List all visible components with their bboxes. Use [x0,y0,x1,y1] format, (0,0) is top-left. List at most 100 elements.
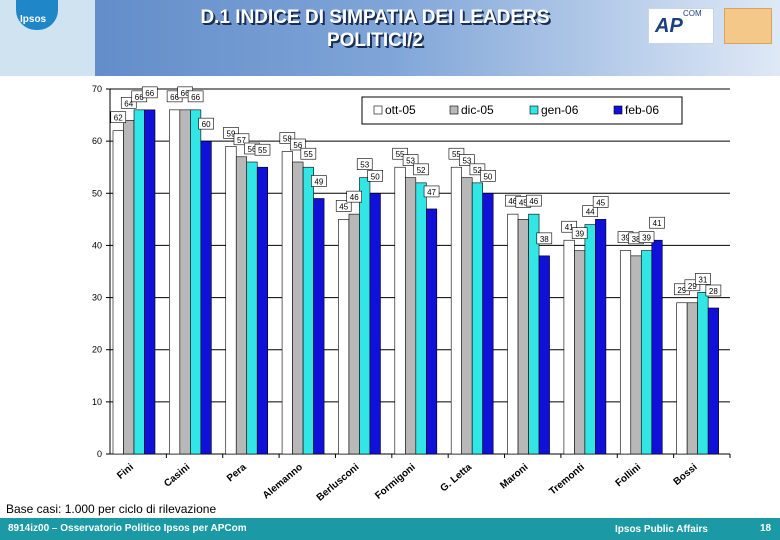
apcom-logo-main: AP [655,15,683,37]
legend-label: ott-05 [385,103,416,117]
data-label-box [649,216,665,229]
data-label-box [448,147,465,160]
bar [123,119,135,455]
data-label: 45 [596,198,605,207]
bar [133,109,145,455]
data-label: 53 [406,157,415,166]
data-label: 53 [360,161,369,170]
bar [686,302,698,455]
bar [697,292,709,455]
x-tick-label: Berlusconi [315,462,362,504]
data-label-box [110,111,127,124]
ipsos-logo [16,0,58,30]
base-note: Base casi: 1.000 per ciclo di rilevazion… [6,502,217,516]
data-label-box [695,273,711,285]
legend: ott-05 dic-05 gen-06 feb-06 [361,96,683,125]
y-tick-label: 0 [97,449,102,459]
ipsos-logo-text: Ipsos [20,14,47,25]
bar [507,213,519,455]
data-label-box [198,117,214,130]
data-label: 29 [688,282,697,291]
legend-label: dic-05 [461,103,494,117]
legend-swatch [529,105,539,115]
data-label: 39 [642,234,651,243]
apcom-logo-sup: COM [683,9,702,18]
bar [471,182,483,455]
bar [574,250,586,455]
bar [619,250,632,455]
bar [595,219,607,455]
footer-bar: 8914iz00 – Osservatorio Politico Ipsos p… [0,518,780,540]
data-label-box [402,154,419,166]
data-label: 66 [145,89,154,98]
bar [517,219,529,455]
bar [338,219,350,455]
bar [630,255,642,455]
data-label-box [356,158,373,170]
data-label: 49 [314,178,323,187]
data-label-box [300,147,317,160]
bar [450,166,462,455]
data-label-box [392,147,408,160]
data-label: 62 [114,114,123,123]
data-label: 66 [135,93,144,102]
legend-swatch [613,105,623,115]
data-label-box [141,86,158,99]
data-label: 45 [519,198,528,207]
data-label-box [525,194,542,207]
data-label: 38 [540,235,549,244]
partner-logo [724,8,772,44]
bar [415,182,427,455]
x-axis-labels: Fini Casini Pera Alemanno Berlusconi Formigon… [115,454,731,504]
data-label: 38 [632,235,641,244]
data-label-box [254,143,271,156]
footer-brand: Ipsos Public Affairs [615,524,708,535]
data-label: 50 [483,172,492,181]
legend-swatch [449,105,459,115]
bar [225,146,237,455]
data-label-box [592,196,609,208]
data-label: 46 [508,197,517,206]
bar [482,192,494,455]
data-label: 47 [427,188,436,197]
bar [292,161,304,455]
data-label: 58 [283,135,292,144]
data-label: 41 [565,223,574,232]
data-label: 66 [181,89,190,98]
bar [190,109,202,455]
data-label: 52 [417,166,426,175]
data-label-box [346,190,363,203]
legend-swatch [373,105,383,115]
legend-label: gen-06 [541,103,579,117]
x-tick-label: Formigoni [373,462,418,502]
y-tick-label: 40 [92,240,102,250]
data-label-box [279,132,296,144]
data-label-box [120,96,137,109]
footer-source: 8914iz00 – Osservatorio Politico Ipsos p… [8,523,247,534]
x-tick-label: G. Letta [439,462,475,495]
bar [707,307,719,455]
data-label-box [335,200,352,212]
data-label-box [561,220,577,233]
data-label-box [459,154,475,166]
apcom-logo: AP COM [648,8,714,44]
bar [313,198,325,455]
bars [112,109,719,455]
data-label: 55 [258,146,267,155]
bar [538,255,550,455]
legend-label: feb-06 [625,103,659,117]
x-tick-label: Alemanno [261,462,305,502]
bar [394,166,406,455]
data-label: 60 [202,120,211,129]
data-label: 59 [227,129,236,138]
page-number: 18 [760,523,772,534]
bar [359,177,371,455]
y-tick-label: 70 [92,84,102,94]
bar [281,151,293,455]
data-label: 53 [462,157,471,166]
bar [256,166,269,455]
data-label-box [571,227,588,239]
bar [405,177,417,455]
